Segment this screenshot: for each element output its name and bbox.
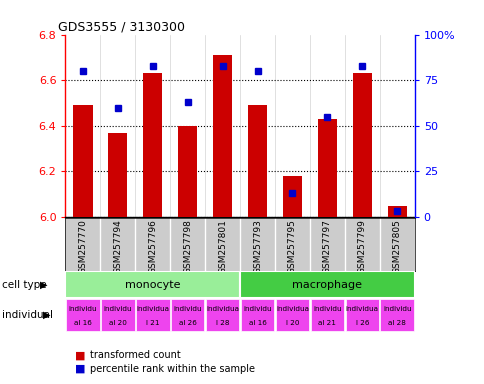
Text: percentile rank within the sample: percentile rank within the sample — [90, 364, 254, 374]
Text: ■: ■ — [75, 364, 86, 374]
Text: GSM257796: GSM257796 — [148, 219, 157, 274]
Text: transformed count: transformed count — [90, 350, 180, 360]
Text: GSM257793: GSM257793 — [253, 219, 261, 274]
Text: al 16: al 16 — [74, 320, 91, 326]
Text: individu: individu — [382, 306, 411, 312]
Bar — [345, 299, 378, 331]
Bar — [282, 176, 302, 217]
Bar — [66, 299, 100, 331]
Bar — [212, 55, 232, 217]
Text: individua: individua — [136, 306, 169, 312]
Bar — [352, 73, 371, 217]
Text: monocyte: monocyte — [125, 280, 180, 290]
Bar — [317, 119, 336, 217]
Text: al 26: al 26 — [179, 320, 196, 326]
Text: macrophage: macrophage — [292, 280, 362, 290]
Bar — [143, 73, 162, 217]
Bar — [65, 271, 240, 298]
Text: individual: individual — [2, 310, 53, 320]
Text: GSM257805: GSM257805 — [392, 219, 401, 274]
Bar — [170, 299, 204, 331]
Text: individu: individu — [68, 306, 97, 312]
Text: GSM257799: GSM257799 — [357, 219, 366, 274]
Text: ▶: ▶ — [40, 280, 47, 290]
Text: GSM257801: GSM257801 — [218, 219, 227, 274]
Text: GSM257798: GSM257798 — [183, 219, 192, 274]
Bar — [275, 299, 309, 331]
Text: al 16: al 16 — [248, 320, 266, 326]
Text: l 20: l 20 — [285, 320, 299, 326]
Text: GSM257770: GSM257770 — [78, 219, 87, 274]
Text: al 20: al 20 — [109, 320, 126, 326]
Bar — [379, 299, 413, 331]
Text: GSM257797: GSM257797 — [322, 219, 331, 274]
Bar — [247, 105, 267, 217]
Text: ▶: ▶ — [43, 310, 50, 320]
Text: GDS3555 / 3130300: GDS3555 / 3130300 — [59, 20, 185, 33]
Text: individua: individua — [275, 306, 308, 312]
Text: cell type: cell type — [2, 280, 47, 290]
Bar — [240, 299, 274, 331]
Text: individua: individua — [206, 306, 239, 312]
Bar — [101, 299, 135, 331]
Text: GSM257794: GSM257794 — [113, 219, 122, 274]
Bar — [178, 126, 197, 217]
Bar — [205, 299, 239, 331]
Bar — [108, 132, 127, 217]
Text: individu: individu — [312, 306, 341, 312]
Text: al 21: al 21 — [318, 320, 335, 326]
Bar — [136, 299, 169, 331]
Text: ■: ■ — [75, 350, 86, 360]
Bar — [387, 205, 406, 217]
Text: l 26: l 26 — [355, 320, 368, 326]
Text: l 28: l 28 — [215, 320, 229, 326]
Text: individu: individu — [103, 306, 132, 312]
Text: individu: individu — [242, 306, 272, 312]
Text: GSM257795: GSM257795 — [287, 219, 296, 274]
Bar — [240, 271, 414, 298]
Text: individu: individu — [173, 306, 202, 312]
Bar — [310, 299, 344, 331]
Text: l 21: l 21 — [146, 320, 159, 326]
Text: individua: individua — [345, 306, 378, 312]
Text: al 28: al 28 — [388, 320, 405, 326]
Bar — [73, 105, 92, 217]
